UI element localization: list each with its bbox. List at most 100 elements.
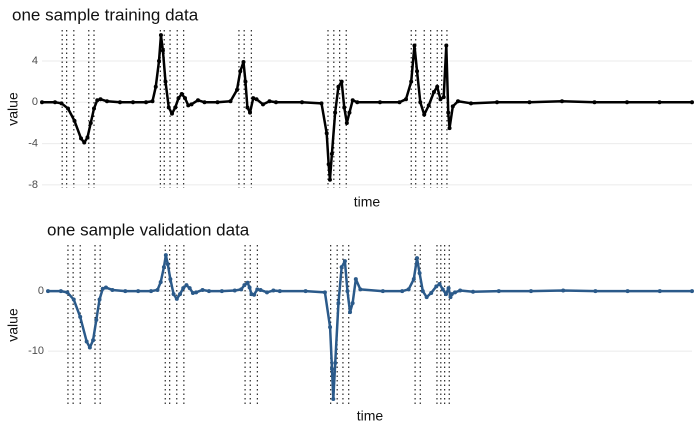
data-point [429, 290, 434, 295]
data-point [71, 297, 76, 302]
data-point [593, 289, 598, 294]
data-point [336, 301, 341, 306]
data-point [418, 100, 423, 105]
data-point [219, 289, 224, 294]
data-point [271, 288, 276, 293]
data-point [243, 79, 248, 84]
data-point [94, 317, 99, 322]
data-point [171, 292, 176, 297]
data-point [82, 140, 87, 145]
data-point [105, 99, 109, 104]
data-point [443, 292, 448, 297]
data-point [248, 110, 252, 115]
data-point [173, 105, 178, 110]
data-point [184, 283, 189, 288]
data-point [150, 99, 155, 104]
data-point [84, 339, 89, 344]
data-point [245, 280, 250, 285]
data-point [261, 102, 265, 107]
chart-title: one sample validation data [47, 220, 250, 239]
data-point [255, 287, 260, 292]
data-point [59, 101, 64, 106]
data-point [277, 289, 282, 294]
data-point [329, 151, 334, 156]
data-point [450, 104, 455, 109]
data-point [358, 287, 363, 292]
data-point [65, 290, 70, 295]
data-point [163, 253, 168, 258]
data-point [440, 287, 445, 292]
plot-area [42, 30, 692, 188]
data-point [561, 288, 566, 293]
data-point [657, 289, 662, 294]
data-point [166, 105, 171, 110]
data-point [274, 100, 278, 105]
data-point [91, 338, 96, 343]
data-point [495, 100, 499, 105]
data-point [529, 289, 533, 294]
data-point [85, 135, 90, 140]
data-point [333, 361, 338, 366]
data-point [448, 295, 453, 300]
data-point [471, 289, 476, 294]
data-point [422, 112, 427, 117]
data-point [267, 99, 272, 104]
data-point [345, 289, 350, 294]
data-point [232, 288, 237, 293]
data-point [330, 367, 335, 372]
data-point [196, 98, 200, 103]
data-point [95, 98, 100, 103]
data-point [168, 277, 173, 282]
data-point [78, 314, 83, 319]
data-point [190, 290, 195, 295]
data-point [228, 99, 233, 104]
data-point [258, 287, 263, 292]
data-point [404, 97, 408, 102]
data-point [157, 58, 161, 63]
data-point [380, 289, 385, 294]
data-point [264, 290, 269, 295]
data-point [153, 84, 158, 89]
data-point [350, 301, 355, 306]
data-point [319, 101, 324, 106]
data-point [412, 43, 417, 48]
data-point [202, 100, 207, 105]
data-point [79, 136, 83, 141]
y-tick-label: 0 [38, 285, 44, 297]
data-point [97, 297, 102, 302]
data-point [446, 286, 451, 291]
data-point [245, 105, 250, 110]
data-point [592, 100, 597, 105]
data-point [174, 296, 179, 301]
data-point [254, 97, 259, 102]
plot-area [48, 245, 692, 405]
data-point [426, 103, 431, 108]
data-point [424, 295, 429, 300]
data-point [327, 177, 332, 182]
data-point [447, 126, 452, 131]
data-point [160, 48, 165, 53]
data-point [411, 277, 416, 282]
data-point [328, 325, 333, 330]
data-point [417, 271, 422, 276]
data-point [92, 106, 96, 111]
data-point [251, 96, 256, 101]
data-point [303, 289, 308, 294]
data-point [434, 284, 439, 289]
y-axis-label: value [5, 92, 21, 126]
data-point [163, 79, 168, 84]
data-point [161, 265, 166, 270]
data-point [415, 69, 420, 74]
data-point [235, 87, 239, 92]
data-point [339, 265, 344, 270]
data-point [194, 290, 199, 295]
data-point [165, 262, 170, 267]
y-tick-label: -8 [28, 179, 38, 191]
data-point [690, 100, 694, 105]
data-point [625, 100, 629, 105]
data-point [40, 100, 44, 105]
data-point [181, 286, 186, 291]
y-tick-label: 0 [32, 96, 38, 108]
data-point [333, 110, 338, 115]
data-point [342, 259, 347, 264]
